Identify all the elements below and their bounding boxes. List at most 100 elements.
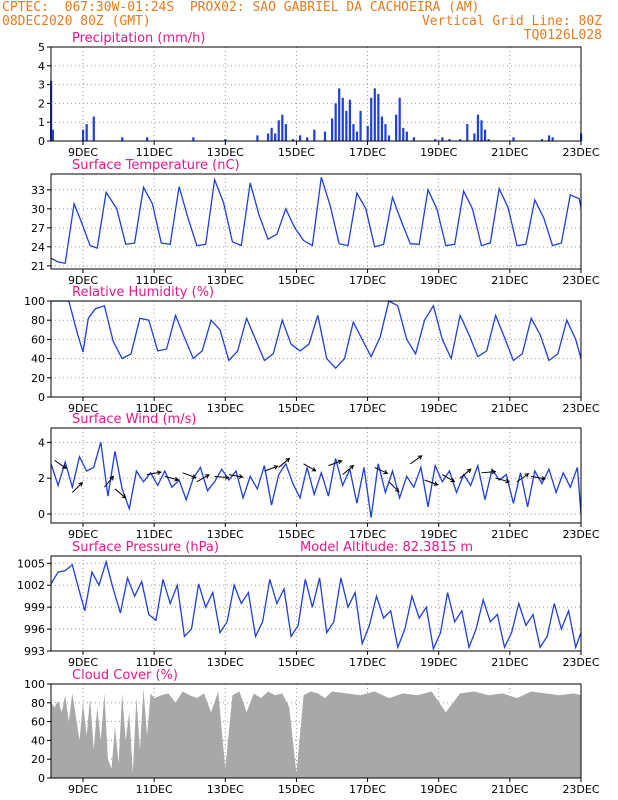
x-tick-label: 9DEC	[68, 274, 98, 287]
x-tick-label: 15DEC	[278, 146, 315, 159]
x-tick-label: 15DEC	[278, 274, 315, 287]
wind-arrow	[214, 475, 229, 479]
wind-arrow	[103, 476, 114, 488]
wind-arrow-head	[491, 469, 497, 475]
x-tick-label: 9DEC	[68, 146, 98, 159]
wind-arrow-head	[191, 474, 197, 479]
precip-bar	[402, 127, 405, 141]
wind-arrow	[278, 458, 290, 468]
y-tick-label: 24	[31, 241, 45, 254]
header-grid-line-note: Vertical Grid Line: 80Z	[421, 14, 602, 29]
y-tick-label: 4	[38, 60, 45, 73]
x-tick-label: 17DEC	[349, 656, 386, 669]
wind-arrow-head	[450, 477, 456, 483]
wind-arrow-head	[394, 487, 400, 493]
x-tick-label: 21DEC	[491, 146, 528, 159]
precip-bar	[380, 116, 384, 141]
precip-bar	[256, 135, 259, 141]
precip-bar	[395, 114, 398, 141]
x-tick-label: 21DEC	[491, 402, 528, 415]
wind-arrow	[516, 473, 529, 483]
x-tick-label: 17DEC	[349, 146, 386, 159]
precip-bar	[323, 131, 327, 141]
precip-bar	[483, 129, 487, 141]
wind-arrow-head	[273, 465, 279, 470]
series-line	[50, 177, 582, 265]
wind-arrow	[196, 474, 210, 483]
wind-arrow-head	[383, 469, 389, 475]
header-station-line: CPTEC: 067:30W-01:24S PROX02: SAO GABRIE…	[2, 0, 480, 15]
precip-bar	[398, 97, 401, 141]
y-tick-label: 1	[38, 116, 45, 129]
y-tick-label: 20	[31, 753, 45, 766]
wind-arrow	[495, 477, 510, 483]
y-tick-label: 2	[38, 97, 45, 110]
precip-bar	[387, 135, 391, 141]
x-tick-label: 11DEC	[136, 656, 173, 669]
precip-bar	[359, 110, 362, 141]
y-tick-label: 21	[31, 260, 45, 273]
precip-bar	[82, 129, 85, 141]
x-tick-label: 11DEC	[136, 528, 173, 541]
x-tick-label: 9DEC	[68, 528, 98, 541]
y-tick-label: 40	[31, 734, 45, 747]
precip-bar	[306, 137, 309, 141]
wind-arrow-head	[524, 473, 530, 478]
x-tick-label: 17DEC	[349, 402, 386, 415]
y-tick-label: 27	[31, 222, 45, 235]
precip-bar	[284, 124, 287, 141]
wind-arrow-head	[311, 467, 317, 472]
series-line	[51, 300, 582, 370]
precip-bar	[85, 124, 88, 141]
wind-arrow	[328, 460, 342, 467]
y-tick-label: 5	[38, 41, 45, 54]
x-tick-label: 19DEC	[420, 528, 457, 541]
panel-title: Relative Humidity (%)	[72, 285, 214, 300]
panel-frame	[50, 173, 582, 270]
wind-arrow-head	[433, 481, 439, 486]
wind-arrow	[342, 465, 354, 475]
wind-arrow	[71, 482, 83, 493]
wind-arrow	[409, 455, 423, 465]
wind-arrow-head	[238, 474, 244, 479]
wind-arrow	[531, 475, 546, 480]
x-tick-label: 15DEC	[278, 528, 315, 541]
x-tick-label: 23DEC	[562, 402, 599, 415]
precip-bar	[540, 139, 544, 141]
x-tick-label: 17DEC	[349, 274, 386, 287]
panel-title: Precipitation (mm/h)	[72, 31, 205, 46]
x-tick-label: 11DEC	[136, 402, 173, 415]
wind-arrow	[182, 472, 196, 479]
wind-arrow	[54, 459, 67, 469]
wind-arrow-head	[109, 475, 115, 481]
wind-arrow-head	[156, 470, 162, 476]
wind-arrow	[303, 463, 316, 472]
wind-arrow-head	[466, 468, 472, 474]
y-tick-label: 60	[31, 716, 45, 729]
x-tick-label: 19DEC	[420, 274, 457, 287]
cloud-area	[51, 688, 581, 778]
precip-bar	[459, 139, 462, 141]
precip-bar	[405, 131, 408, 141]
precip-bar	[270, 127, 273, 141]
y-tick-label: 80	[31, 314, 45, 327]
y-tick-label: 60	[31, 333, 45, 346]
series-line	[50, 442, 582, 518]
wind-arrow-head	[224, 474, 230, 480]
precip-bar	[487, 139, 490, 141]
precip-bar	[334, 103, 337, 141]
precip-bar	[121, 137, 124, 141]
y-tick-label: 0	[38, 391, 45, 404]
precip-bar	[291, 139, 295, 141]
precip-bar	[441, 137, 444, 141]
precip-bar	[51, 129, 54, 141]
panel-5: 993 996 999 1002 1005 9DEC 11DEC 13DEC 15DEC 17DE…	[17, 540, 600, 669]
precip-bar	[448, 139, 451, 141]
panel-frame	[50, 427, 582, 524]
wind-arrow-head	[78, 481, 83, 487]
x-tick-label: 21DEC	[491, 656, 528, 669]
precip-bar	[92, 116, 95, 141]
wind-arrow-head	[337, 459, 343, 465]
x-tick-label: 15DEC	[278, 402, 315, 415]
